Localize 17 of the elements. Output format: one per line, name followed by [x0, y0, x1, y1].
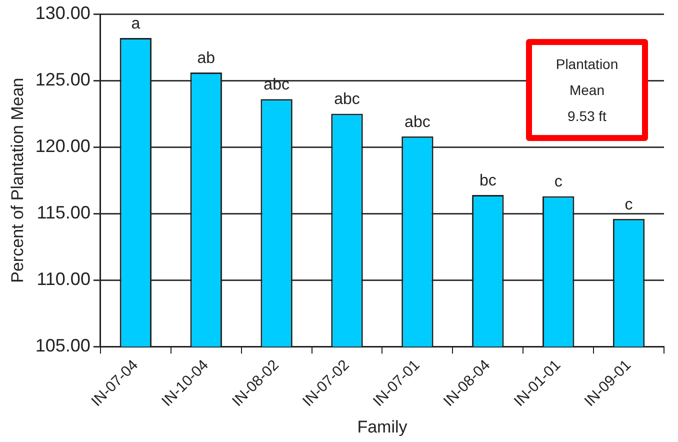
annotation: abc	[334, 91, 360, 108]
y-tick-label: 115.00	[36, 202, 90, 223]
annotation: bc	[479, 172, 496, 190]
y-axis-title: Percent of Plantation Mean	[8, 78, 27, 283]
annotation: abc	[264, 76, 290, 94]
annotation: a	[131, 15, 140, 32]
y-tick-label: 105.00	[35, 336, 90, 356]
annotation: c	[554, 174, 562, 191]
y-tick-label: 110.00	[36, 269, 90, 290]
annotation: c	[624, 196, 633, 214]
x-axis-title: Family	[357, 417, 408, 436]
annotation: abc	[404, 114, 430, 131]
y-tick-label: 125.00	[35, 69, 90, 90]
note-frame: Plantation Mean 9.53 ft	[526, 39, 648, 141]
y-tick-label: 120.00	[35, 136, 90, 156]
annotation: ab	[197, 50, 216, 67]
y-tick-label: 130.00	[35, 2, 90, 23]
